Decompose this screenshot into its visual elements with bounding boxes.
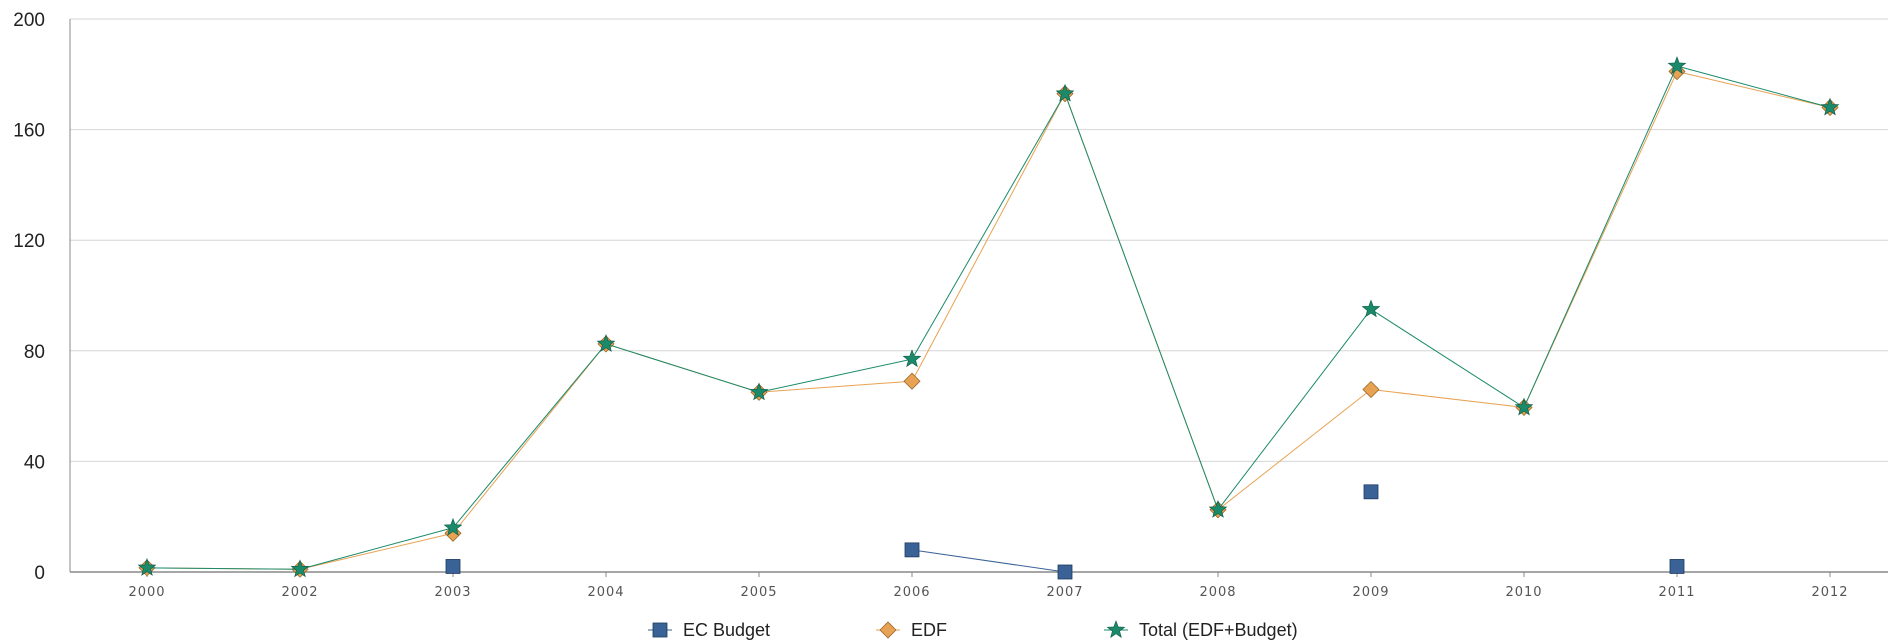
x-tick-label: 2010 — [1505, 585, 1542, 600]
data-point — [137, 557, 157, 576]
series-line-segment — [1370, 308, 1525, 408]
x-axis-tick-labels: 2000 2002 2003 2004 2005 2006 2007 2008 2009 2010… — [128, 585, 1848, 600]
data-point — [1363, 484, 1379, 500]
data-point — [1514, 397, 1534, 416]
y-tick-label: 160 — [13, 121, 45, 142]
legend-marker — [879, 621, 897, 639]
legend: EC Budget EDF Total (EDF+Budget) — [648, 620, 1298, 640]
data-point — [903, 372, 921, 390]
legend-item: Total (EDF+Budget) — [1104, 620, 1298, 640]
series-line-segment — [299, 532, 454, 570]
series-line-segment — [452, 343, 607, 534]
series-total-edf-budget — [137, 56, 1840, 578]
x-tick-label: 2003 — [434, 585, 471, 600]
series-line-segment — [1217, 309, 1372, 511]
data-point — [1057, 564, 1073, 580]
series-line-segment — [605, 343, 760, 393]
data-point — [443, 517, 463, 536]
x-tick-label: 2008 — [1199, 585, 1236, 600]
series-edf — [138, 62, 1839, 578]
legend-label: Total (EDF+Budget) — [1139, 620, 1298, 640]
data-point — [902, 349, 922, 368]
data-point — [1361, 299, 1381, 318]
x-tick-label: 2004 — [587, 585, 624, 600]
series-line-segment — [299, 527, 454, 570]
data-point — [1362, 380, 1380, 399]
data-point — [1208, 499, 1228, 518]
x-tick-label: 2002 — [281, 585, 318, 600]
data-point — [596, 334, 616, 352]
y-axis-tick-labels: 0 40 80 120 160 200 — [13, 10, 45, 584]
legend-marker — [1106, 620, 1126, 638]
series-line-segment — [758, 380, 913, 393]
series-line-segment — [1676, 71, 1831, 108]
x-tick-label: 2005 — [740, 585, 777, 600]
y-tick-label: 0 — [34, 563, 45, 584]
data-point — [1667, 56, 1687, 74]
x-tick-label: 2000 — [128, 585, 165, 600]
x-tick-label: 2011 — [1658, 585, 1695, 600]
data-point — [290, 559, 310, 578]
series-group — [137, 56, 1840, 580]
data-point — [904, 542, 920, 558]
axes — [69, 19, 1888, 577]
series-line-segment — [911, 93, 1066, 382]
series-line-segment — [1064, 93, 1219, 510]
data-point — [1055, 83, 1075, 102]
series-line-segment — [1523, 65, 1678, 408]
x-tick-label: 2009 — [1352, 585, 1389, 600]
legend-item: EC Budget — [648, 620, 770, 640]
data-point — [445, 559, 461, 574]
legend-item: EDF — [876, 620, 947, 640]
series-line-segment — [758, 358, 913, 393]
data-point — [1820, 97, 1840, 116]
series-line-segment — [911, 93, 1066, 360]
data-point — [749, 382, 769, 401]
series-line-segment — [1217, 389, 1372, 511]
y-tick-label: 200 — [13, 10, 45, 31]
grid-lines — [70, 18, 1888, 462]
series-line-segment — [146, 567, 301, 570]
y-tick-label: 80 — [24, 342, 45, 363]
series-line-segment — [1370, 389, 1525, 408]
y-tick-label: 40 — [24, 452, 45, 473]
series-line-segment — [452, 343, 607, 529]
legend-marker — [652, 622, 668, 638]
x-tick-label: 2006 — [893, 585, 930, 600]
x-tick-label: 2012 — [1811, 585, 1848, 600]
series-ec-budget — [445, 484, 1685, 580]
y-tick-label: 120 — [13, 231, 45, 252]
legend-label: EDF — [911, 620, 947, 640]
data-point — [1669, 559, 1685, 574]
series-line-segment — [911, 549, 1066, 573]
legend-label: EC Budget — [683, 620, 770, 640]
series-line-segment — [1676, 65, 1831, 108]
x-tick-label: 2007 — [1046, 585, 1083, 600]
